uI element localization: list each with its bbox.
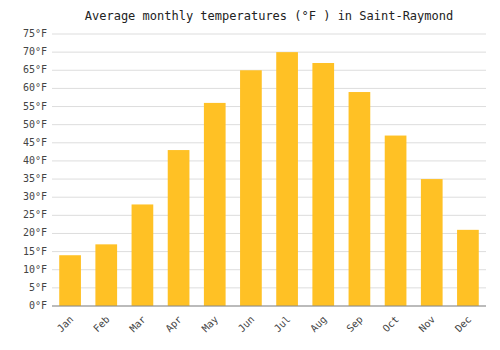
bar	[132, 204, 154, 306]
x-tick-label: Feb	[91, 314, 112, 335]
x-tick-label: Jul	[272, 314, 293, 335]
title: Average monthly temperatures (°F ) in Sa…	[85, 9, 453, 23]
grid-line	[52, 88, 486, 89]
y-tick-label: 45°F	[23, 137, 47, 148]
grid-line	[52, 52, 486, 53]
x-tick-label: Jun	[236, 314, 257, 335]
x-tick-label: Oct	[380, 314, 401, 335]
y-tick-label: 65°F	[23, 64, 47, 75]
y-tick-label: 60°F	[23, 82, 47, 93]
y-tick-label: 75°F	[23, 28, 47, 39]
chart: Average monthly temperatures (°F ) in Sa…	[0, 0, 500, 350]
bar	[349, 92, 371, 306]
bar	[240, 70, 262, 306]
y-tick-label: 20°F	[23, 227, 47, 238]
y-tick-label: 30°F	[23, 191, 47, 202]
y-tick-label: 55°F	[23, 101, 47, 112]
bars	[59, 52, 479, 306]
bar	[385, 136, 407, 306]
bar	[421, 179, 443, 306]
x-tick-label: Nov	[417, 314, 438, 335]
grid-line	[52, 106, 486, 107]
x-tick-label: Jan	[55, 314, 76, 335]
bar	[457, 230, 479, 306]
y-tick-label: 0°F	[29, 300, 47, 311]
grid-line	[52, 124, 486, 125]
grid-line	[52, 142, 486, 143]
bar	[204, 103, 226, 306]
y-tick-label: 10°F	[23, 264, 47, 275]
y-tick-label: 25°F	[23, 209, 47, 220]
x-tick-label: Apr	[163, 314, 184, 335]
y-tick-label: 5°F	[29, 282, 47, 293]
x-axis: Jan Feb Mar Apr May Jun Jul Aug Sep Oct Nov Dec	[52, 306, 486, 334]
x-tick-label: Dec	[453, 314, 474, 335]
y-tick-label: 35°F	[23, 173, 47, 184]
bar	[312, 63, 334, 306]
y-tick-label: 50°F	[23, 119, 47, 130]
y-tick-label: 40°F	[23, 155, 47, 166]
x-tick-label: May	[200, 314, 221, 335]
y-tick-label: 15°F	[23, 246, 47, 257]
x-tick-label: Mar	[127, 314, 148, 335]
grid-line	[52, 70, 486, 71]
bar	[168, 150, 190, 306]
grid-line	[52, 160, 486, 161]
bar	[276, 52, 298, 306]
y-tick-label: 70°F	[23, 46, 47, 57]
grid	[52, 34, 486, 306]
grid-line	[52, 34, 486, 35]
bar	[59, 255, 81, 306]
y-axis: 0°F 5°F 10°F 15°F 20°F 25°F 30°F 35°F 40°F 45°F 50…	[23, 28, 47, 311]
x-tick-label: Aug	[308, 314, 329, 335]
grid-line	[52, 306, 486, 307]
x-tick-label: Sep	[344, 314, 365, 335]
x-axis-line	[52, 306, 486, 307]
bar	[95, 244, 117, 306]
